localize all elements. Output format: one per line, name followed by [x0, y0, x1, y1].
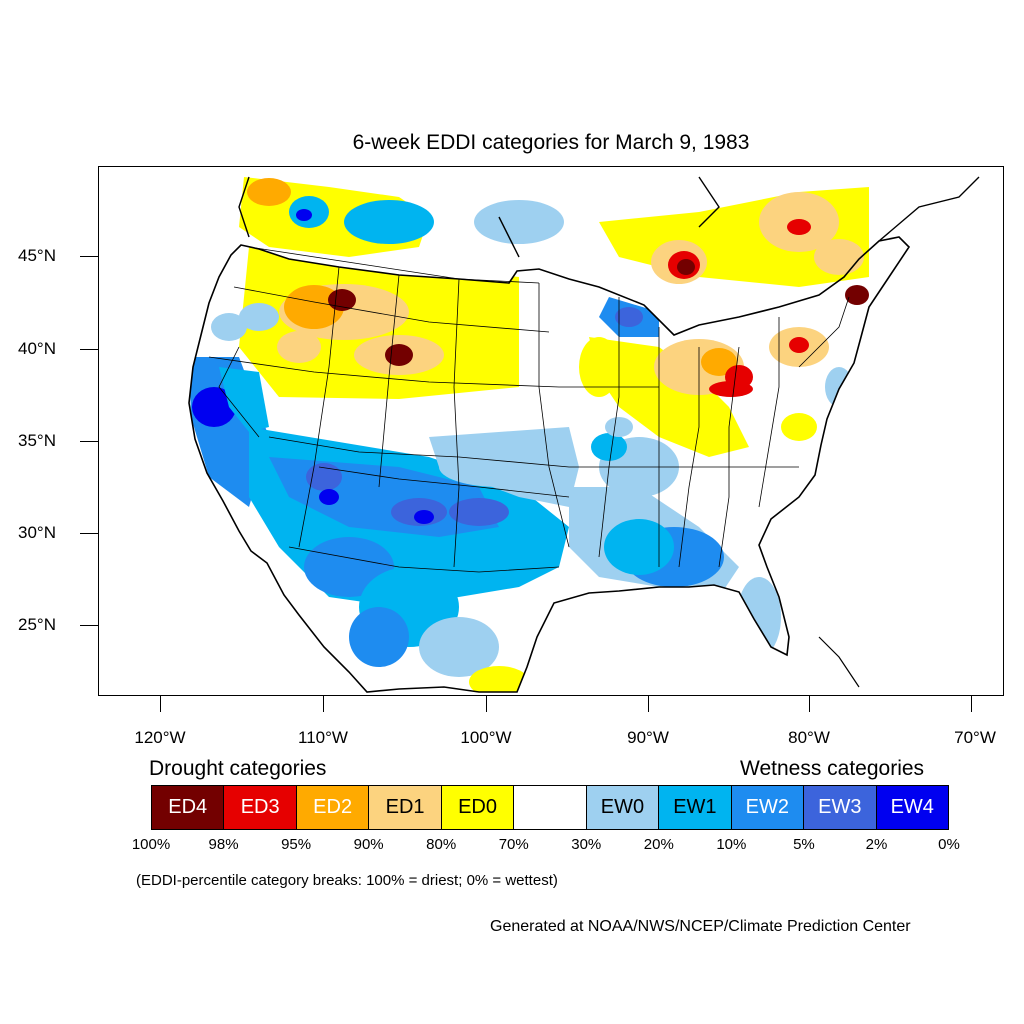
lon-tick: [160, 696, 161, 712]
lon-label-80: 80°W: [788, 728, 830, 747]
lon-tick: [971, 696, 972, 712]
percentile-label: 0%: [938, 836, 960, 853]
lon-label-110: 110°W: [298, 728, 348, 747]
wetness-heading: Wetness categories: [740, 757, 925, 780]
lat-tick: [80, 256, 98, 257]
legend-swatch: ED1: [369, 786, 442, 829]
canada-field: [239, 177, 869, 305]
lat-tick: [80, 349, 98, 350]
percentile-label: 20%: [643, 836, 674, 853]
percentile-label: 70%: [498, 836, 529, 853]
lat-label-25: 25°N: [18, 615, 56, 634]
lon-tick: [323, 696, 324, 712]
lat-label-40: 40°N: [18, 339, 56, 358]
category-note: (EDDI-percentile category breaks: 100% =…: [136, 872, 558, 889]
percentile-label: 95%: [281, 836, 312, 853]
lon-tick: [648, 696, 649, 712]
lat-label-45: 45°N: [18, 246, 56, 265]
lat-tick: [80, 441, 98, 442]
percentile-label: 100%: [131, 836, 171, 853]
legend-swatch: ED4: [152, 786, 225, 829]
eddi-map: [188, 176, 980, 693]
percentile-label: 30%: [571, 836, 602, 853]
lon-label-90: 90°W: [627, 728, 669, 747]
legend-swatch: EW3: [804, 786, 877, 829]
lon-label-120: 120°W: [134, 728, 186, 747]
lat-label-35: 35°N: [18, 431, 56, 450]
map-panel: [98, 166, 1004, 696]
drought-heading: Drought categories: [149, 757, 327, 780]
lon-tick: [486, 696, 487, 712]
lon-tick: [809, 696, 810, 712]
legend-swatch: EW4: [876, 786, 948, 829]
percentile-label: 10%: [716, 836, 747, 853]
category-legend: ED4 ED3 ED2 ED1 ED0 EW0 EW1 EW2 EW3 EW4: [151, 785, 949, 830]
legend-swatch: EW0: [586, 786, 660, 829]
lat-label-30: 30°N: [18, 523, 56, 542]
percentile-label: 2%: [865, 836, 888, 853]
legend-swatch: ED3: [224, 786, 297, 829]
credit-line: Generated at NOAA/NWS/NCEP/Climate Predi…: [490, 918, 911, 935]
map-title: 6-week EDDI categories for March 9, 1983: [352, 131, 750, 154]
percentile-label: 90%: [353, 836, 384, 853]
lat-tick: [80, 625, 98, 626]
legend-swatch: ED0: [441, 786, 515, 829]
legend-swatch: EW1: [659, 786, 732, 829]
eddi-field: [189, 247, 853, 692]
percentile-label: 98%: [208, 836, 239, 853]
legend-swatch: EW2: [731, 786, 805, 829]
lon-label-100: 100°W: [460, 728, 512, 747]
legend-swatch: ED2: [296, 786, 370, 829]
percentile-label: 80%: [426, 836, 457, 853]
coastline: [188, 176, 980, 693]
percentile-label: 5%: [793, 836, 815, 853]
lat-tick: [80, 533, 98, 534]
lon-label-70: 70°W: [954, 728, 996, 747]
legend-swatch: [514, 786, 587, 829]
